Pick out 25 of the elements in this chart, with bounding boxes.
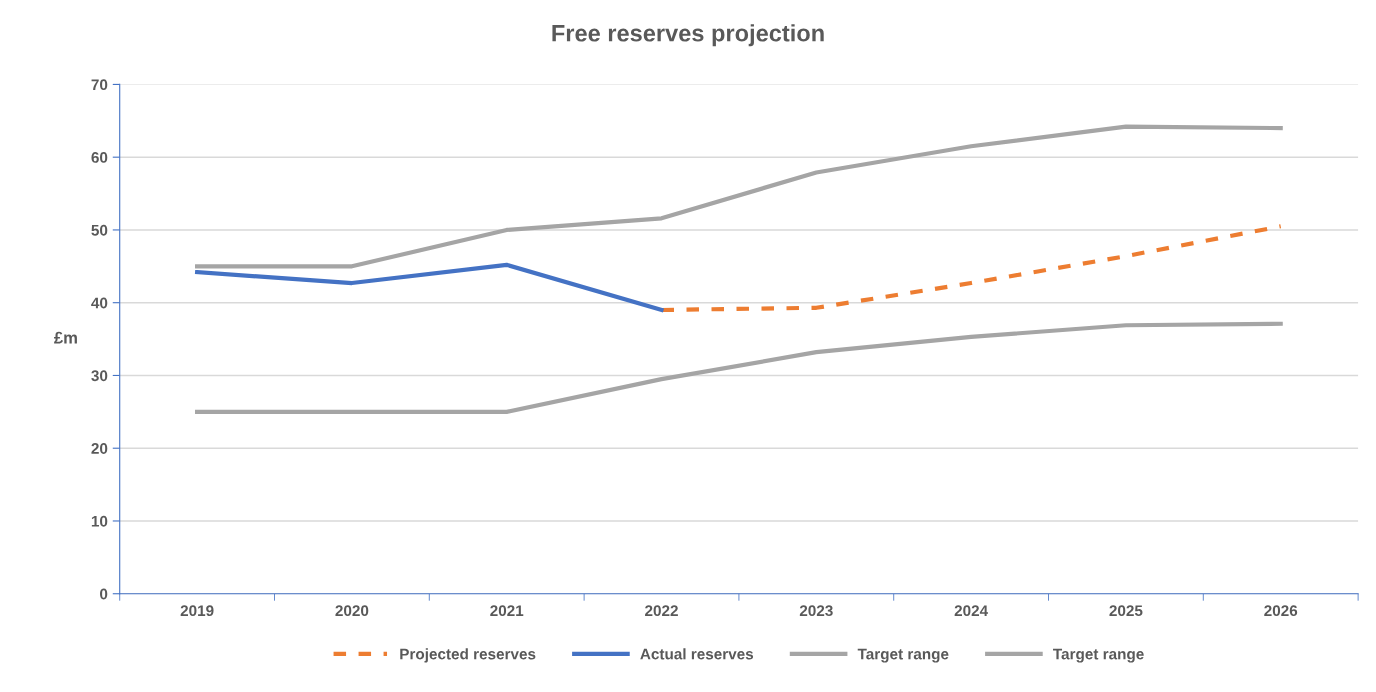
x-tick-label: 2026 (1264, 605, 1298, 617)
y-tick-label: 10 (91, 515, 108, 527)
y-tick-label: 0 (100, 588, 108, 600)
x-tick-label: 2021 (490, 605, 524, 617)
y-tick-label: 70 (91, 79, 108, 91)
legend-label: Target range (857, 648, 949, 663)
legend-label: Target range (1053, 648, 1144, 663)
legend-label: Actual reserves (640, 648, 754, 660)
line-series (195, 124, 1283, 269)
x-tick-label: 2025 (1109, 605, 1143, 617)
legend-label: Projected reserves (400, 648, 536, 663)
y-tick-label: 50 (91, 224, 108, 236)
y-axis-title: £m (54, 331, 77, 344)
line-series (195, 262, 664, 313)
y-tick-label: 20 (91, 443, 108, 454)
chart-title: Free reserves projection (552, 24, 824, 47)
line-series (195, 321, 1283, 414)
y-tick-label: 40 (91, 297, 108, 309)
x-tick-label: 2019 (180, 605, 214, 617)
x-tick-label: 2022 (645, 605, 678, 617)
x-tick-label: 2024 (954, 605, 989, 617)
y-tick-label: 30 (91, 370, 108, 382)
y-tick-label: 60 (91, 152, 108, 163)
x-tick-label: 2020 (335, 605, 369, 617)
x-tick-label: 2023 (799, 605, 833, 617)
